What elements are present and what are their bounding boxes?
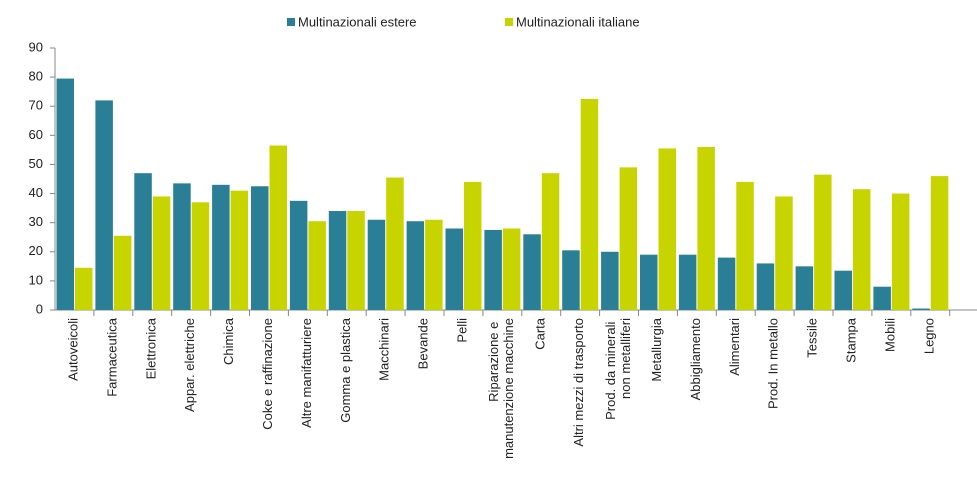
legend-swatch	[505, 18, 513, 26]
bar	[251, 186, 269, 310]
bar	[795, 266, 814, 310]
x-tick-label: Altre manifatturiere	[299, 318, 314, 428]
bar	[873, 286, 891, 310]
y-tick-label: 50	[29, 156, 43, 171]
x-tick-label: Prod. da minerali non metalliferi	[603, 318, 633, 420]
y-tick-label: 10	[29, 272, 43, 287]
x-tick-label: Farmaceutica	[105, 317, 120, 397]
x-tick-label: Appar. elettriche	[183, 318, 198, 412]
y-tick-label: 40	[29, 185, 43, 200]
x-tick-label: Legno	[922, 318, 937, 354]
bar	[367, 219, 386, 310]
bar	[736, 181, 754, 310]
y-tick-label: 80	[29, 69, 43, 84]
bar	[113, 235, 132, 310]
bar	[230, 190, 249, 310]
bar	[425, 219, 443, 310]
bar	[134, 173, 152, 310]
x-tick-label: Riparazione e manutenzione macchine	[487, 318, 517, 459]
y-tick-label: 70	[29, 98, 43, 113]
x-tick-label: Carta	[533, 317, 548, 350]
legend-label: Multinazionali estere	[298, 14, 417, 29]
bar	[484, 229, 502, 310]
x-tick-label: Autoveicoli	[66, 318, 81, 381]
bar	[619, 167, 638, 310]
x-tick-label: Altri mezzi di trasporto	[572, 318, 587, 447]
x-tick-label: Chimica	[221, 317, 236, 365]
bar	[717, 257, 736, 310]
bar	[152, 196, 171, 310]
bar	[678, 254, 697, 310]
bar	[386, 177, 404, 310]
bar	[834, 270, 852, 310]
y-tick-label: 90	[29, 39, 43, 54]
legend-swatch	[287, 18, 295, 26]
bar	[212, 184, 230, 310]
bar	[269, 145, 287, 310]
bar	[541, 173, 560, 310]
x-tick-label: Pelli	[455, 318, 470, 343]
bar	[775, 196, 793, 310]
bar	[75, 267, 93, 310]
legend-label: Multinazionali italiane	[516, 14, 640, 29]
bar	[328, 211, 347, 310]
bar	[658, 148, 676, 310]
x-tick-label: Bevande	[416, 318, 431, 369]
x-tick-label: Abbigliamento	[688, 318, 703, 400]
bar	[464, 181, 482, 310]
bar	[445, 228, 463, 310]
bar	[56, 78, 74, 310]
y-tick-label: 20	[29, 243, 43, 258]
bar	[347, 211, 365, 310]
bar	[891, 193, 910, 310]
y-tick-label: 30	[29, 214, 43, 229]
bar	[173, 183, 191, 310]
bar	[289, 200, 308, 310]
x-tick-label: Coke e raffinazione	[260, 318, 275, 430]
bar	[191, 202, 210, 310]
bar	[912, 308, 930, 310]
x-tick-label: Metallurgia	[649, 317, 664, 381]
y-tick-label: 0	[36, 301, 43, 316]
x-tick-label: Stampa	[844, 317, 859, 363]
bar	[406, 221, 425, 310]
bar	[853, 189, 871, 310]
bar	[580, 98, 599, 310]
bar	[601, 251, 619, 310]
bar	[930, 176, 949, 310]
bar	[562, 250, 580, 310]
y-tick-label: 60	[29, 127, 43, 142]
x-tick-label: Mobili	[883, 318, 898, 352]
x-tick-label: Elettronica	[144, 317, 159, 379]
bar	[95, 100, 113, 311]
x-tick-label: Prod. In metallo	[766, 318, 781, 409]
bar	[756, 263, 775, 310]
x-tick-label: Tessile	[805, 318, 820, 358]
bar	[814, 174, 832, 310]
bar	[523, 234, 541, 310]
x-tick-label: Alimentari	[727, 318, 742, 376]
bar	[697, 146, 715, 310]
x-tick-label: Macchinari	[377, 318, 392, 381]
bar	[502, 228, 521, 310]
bar	[308, 221, 326, 310]
x-tick-label: Gomma e plastica	[338, 317, 353, 423]
bar	[640, 254, 658, 310]
